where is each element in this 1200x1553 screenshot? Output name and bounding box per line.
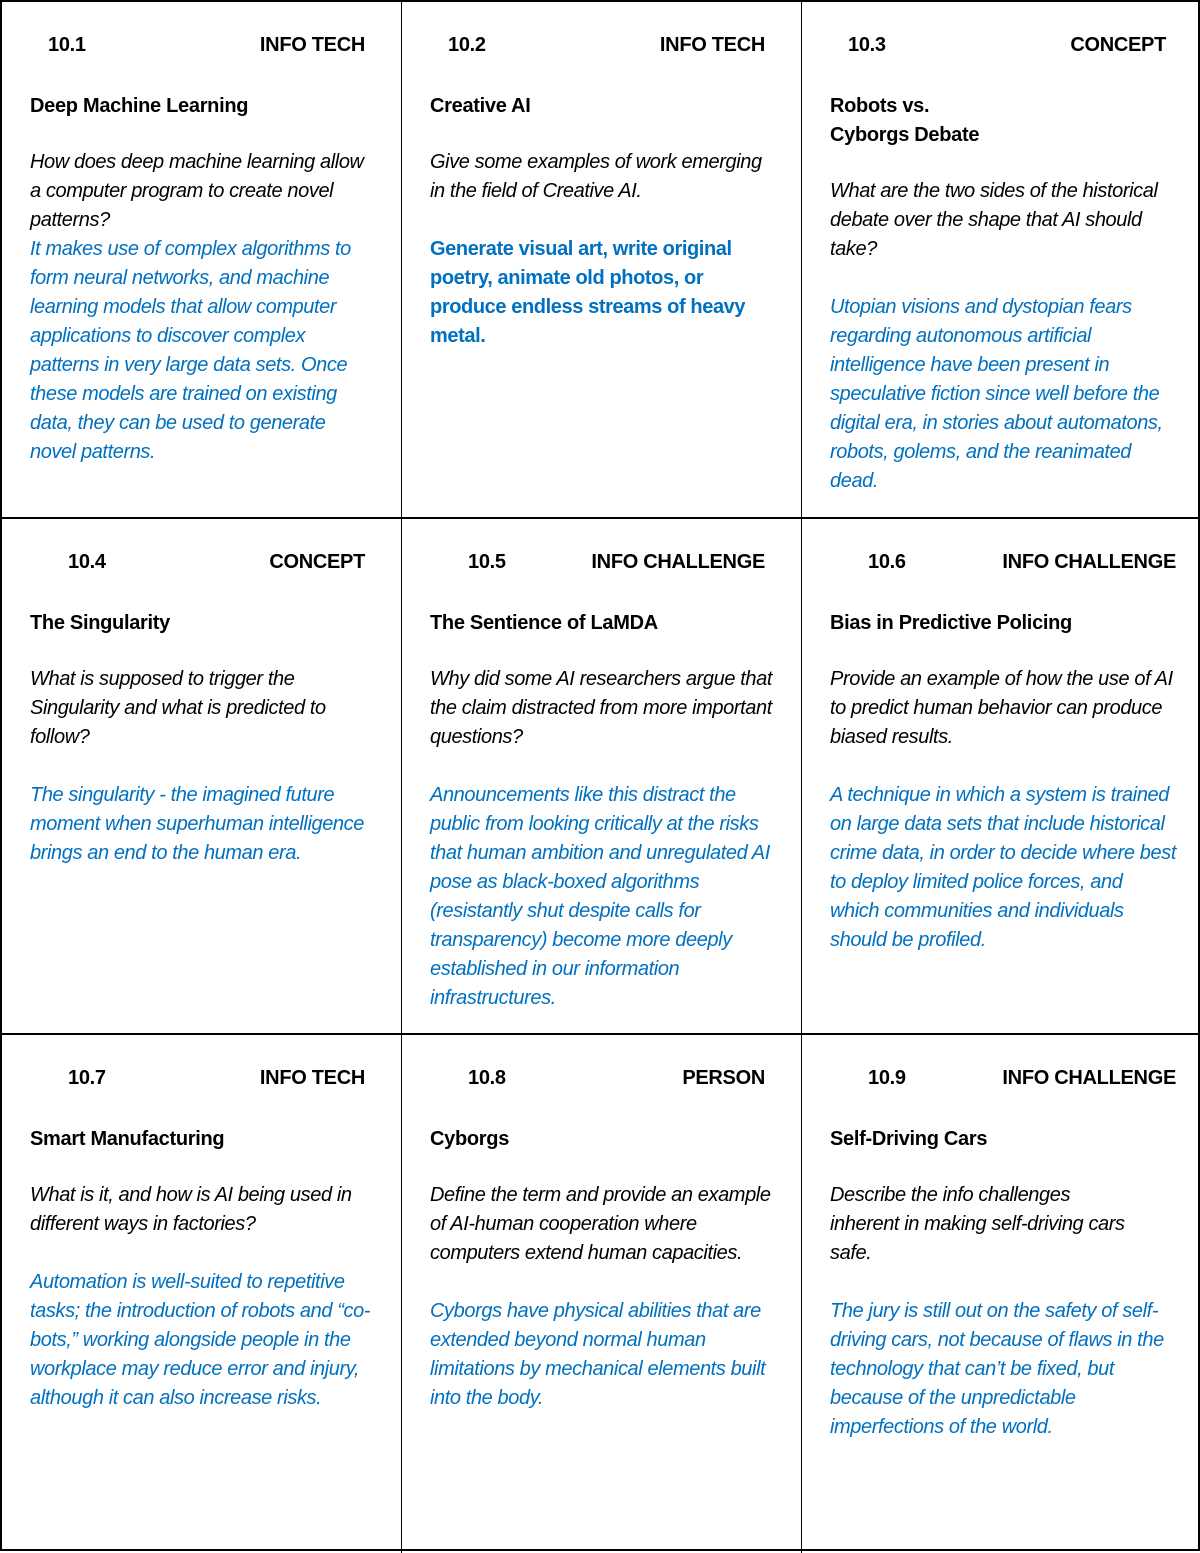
card-10-3: 10.3 CONCEPT Robots vs. Cyborgs Debate Wh… — [802, 2, 1200, 519]
card-10-9: 10.9 INFO CHALLENGE Self-Driving Cars Des… — [802, 1035, 1200, 1553]
card-question: Provide an example of how the use of AI … — [830, 668, 1173, 748]
card-number: 10.1 — [48, 34, 86, 56]
card-title: Creative AI — [430, 95, 531, 117]
card-answer: The singularity - the imagined future mo… — [30, 784, 364, 864]
card-number: 10.8 — [468, 1067, 506, 1089]
card-category: PERSON — [682, 1067, 765, 1089]
card-answer: It makes use of complex algorithms to fo… — [30, 238, 351, 463]
card-question: Why did some AI researchers argue that t… — [430, 668, 772, 748]
card-question: What are the two sides of the historical… — [830, 180, 1158, 260]
card-answer: Cyborgs have physical abilities that are… — [430, 1300, 766, 1409]
card-number: 10.6 — [868, 551, 906, 573]
card-title: Robots vs. Cyborgs Debate — [830, 95, 980, 146]
card-answer: The jury is still out on the safety of s… — [830, 1300, 1164, 1438]
card-answer: Announcements like this distract the pub… — [430, 784, 770, 1009]
card-10-1: 10.1 INFO TECH Deep Machine Learning How … — [2, 2, 402, 519]
card-10-5: 10.5 INFO CHALLENGE The Sentience of LaMD… — [402, 519, 802, 1035]
card-title: Smart Manufacturing — [30, 1128, 225, 1150]
card-category: INFO CHALLENGE — [1002, 551, 1176, 573]
card-number: 10.9 — [868, 1067, 906, 1089]
card-answer: Automation is well-suited to repetitive … — [30, 1271, 371, 1409]
card-question: Give some examples of work emerging in t… — [430, 151, 762, 202]
card-number: 10.2 — [448, 34, 486, 56]
card-category: INFO CHALLENGE — [1002, 1067, 1176, 1089]
card-number: 10.7 — [68, 1067, 106, 1089]
card-answer: Utopian visions and dystopian fears rega… — [830, 296, 1163, 492]
card-title: Cyborgs — [430, 1128, 510, 1150]
card-number: 10.3 — [848, 34, 886, 56]
card-question: What is supposed to trigger the Singular… — [30, 668, 326, 748]
card-10-6: 10.6 INFO CHALLENGE Bias in Predictive Po… — [802, 519, 1200, 1035]
card-question: Define the term and provide an example o… — [430, 1184, 771, 1264]
card-10-4: 10.4 CONCEPT The Singularity What is supp… — [2, 519, 402, 1035]
card-question: What is it, and how is AI being used in … — [30, 1184, 352, 1235]
card-category: CONCEPT — [269, 551, 365, 573]
card-category: INFO TECH — [259, 34, 365, 56]
card-category: INFO TECH — [659, 34, 765, 56]
card-10-8: 10.8 PERSON Cyborgs Define the term and p… — [402, 1035, 802, 1553]
card-category: INFO CHALLENGE — [591, 551, 765, 573]
card-question: Describe the info challenges inherent in… — [830, 1184, 1125, 1264]
card-category: CONCEPT — [1070, 34, 1166, 56]
card-number: 10.5 — [468, 551, 506, 573]
card-number: 10.4 — [68, 551, 106, 573]
card-10-2: 10.2 INFO TECH Creative AI Give some exam… — [402, 2, 802, 519]
card-10-7: 10.7 INFO TECH Smart Manufacturing What i… — [2, 1035, 402, 1553]
card-title: Bias in Predictive Policing — [830, 612, 1072, 634]
card-answer: Generate visual art, write original poet… — [430, 238, 746, 347]
card-answer: A technique in which a system is trained… — [830, 784, 1177, 951]
card-question: How does deep machine learning allow a c… — [30, 151, 364, 231]
card-title: Self-Driving Cars — [830, 1128, 988, 1150]
card-title: The Singularity — [30, 612, 170, 634]
card-category: INFO TECH — [259, 1067, 365, 1089]
card-title: The Sentience of LaMDA — [430, 612, 658, 634]
card-title: Deep Machine Learning — [30, 95, 249, 117]
